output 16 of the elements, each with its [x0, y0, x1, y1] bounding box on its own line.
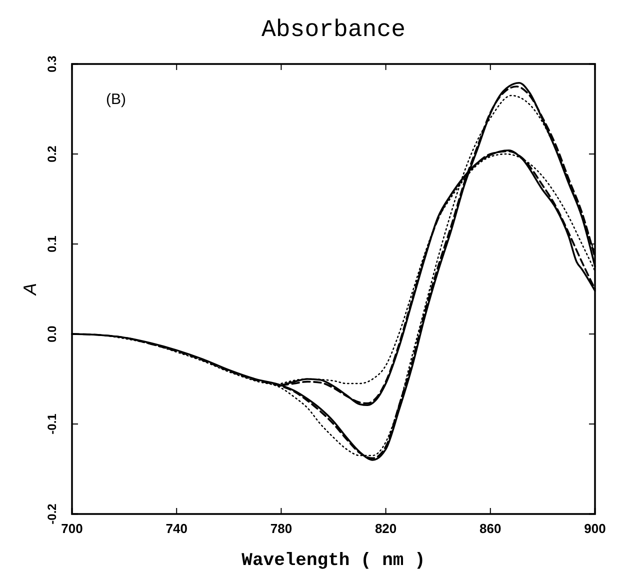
x-tick-label: 740	[166, 521, 188, 536]
y-tick-label: -0.2	[45, 503, 59, 524]
chart-title: Absorbance	[261, 17, 406, 44]
x-axis-title: Wavelength ( nm )	[242, 551, 426, 571]
x-tick-label: 780	[270, 521, 292, 536]
x-tick-label: 860	[480, 521, 502, 536]
x-tick-label: 900	[584, 521, 606, 536]
y-tick-label: 0.1	[45, 235, 59, 252]
y-tick-label: 0.0	[45, 325, 59, 342]
y-tick-label: 0.2	[45, 145, 59, 162]
y-axis-title: A	[20, 282, 40, 296]
annotation: (B)	[106, 91, 126, 108]
x-tick-label: 820	[374, 521, 397, 536]
x-tick-label: 700	[61, 521, 83, 536]
y-tick-label: 0.3	[45, 55, 59, 72]
y-tick-label: -0.1	[45, 413, 59, 434]
